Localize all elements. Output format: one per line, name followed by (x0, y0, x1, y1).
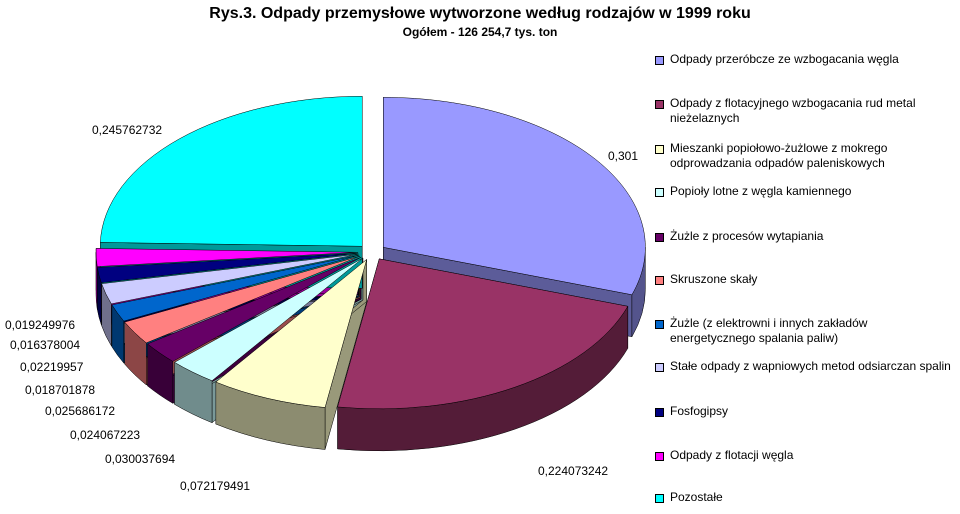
slice (124, 255, 361, 344)
legend-label: Skruszone skały (670, 272, 758, 286)
slice (383, 97, 646, 296)
legend-swatch (655, 408, 664, 417)
slice (95, 248, 359, 267)
legend-label: Odpady przeróbcze ze wzbogacania węgla (670, 52, 899, 66)
slice (215, 258, 368, 408)
data-label: 0,030037694 (105, 452, 175, 466)
slice (147, 256, 362, 362)
data-label: 0,245762732 (92, 123, 162, 137)
legend-label: Odpady z flotacji węgla (670, 448, 794, 462)
legend-swatch (655, 363, 664, 372)
legend-swatch (655, 100, 664, 109)
legend-swatch (655, 188, 664, 197)
legend-label: Stałe odpady z wapniowych metod odsiarcz… (670, 359, 951, 373)
slice (101, 253, 359, 305)
legend-swatch (655, 276, 664, 285)
legend-label: Fosfogipsy (670, 404, 729, 418)
legend-label: Popioły lotne z węgla kamiennego (670, 184, 852, 198)
slice (337, 258, 629, 410)
chart-title: Rys.3. Odpady przemysłowe wytworzone wed… (209, 5, 750, 22)
legend-swatch (655, 452, 664, 461)
slice (100, 96, 363, 247)
legend-swatch (655, 320, 664, 329)
legend-swatch (655, 233, 664, 242)
legend-swatch (655, 145, 664, 154)
data-label: 0,016378004 (10, 338, 80, 352)
data-label: 0,224073242 (538, 464, 608, 478)
slice (111, 254, 360, 322)
chart-subtitle: Ogółem - 126 254,7 tys. ton (403, 25, 558, 39)
legend-label: Żużle (z elektrowni i innych zakładów en… (670, 316, 868, 345)
data-label: 0,019249976 (5, 318, 75, 332)
legend-label: Odpady z flotacyjnego wzbogacania rud me… (670, 96, 916, 125)
legend-label: Żużle z procesów wytapiania (670, 229, 824, 243)
legend-swatch (655, 494, 664, 503)
slice (97, 252, 359, 284)
slice (174, 257, 364, 382)
data-label: 0,018701878 (25, 383, 95, 397)
data-label: 0,301 (608, 149, 638, 163)
data-label: 0,02219957 (20, 360, 84, 374)
data-label: 0,024067223 (70, 428, 140, 442)
legend-swatch (655, 56, 664, 65)
legend-label: Mieszanki popiołowo-żużlowe z mokrego od… (670, 141, 888, 170)
data-label: 0,025686172 (45, 404, 115, 418)
legend-label: Pozostałe (670, 490, 723, 504)
data-label: 0,072179491 (180, 479, 250, 493)
